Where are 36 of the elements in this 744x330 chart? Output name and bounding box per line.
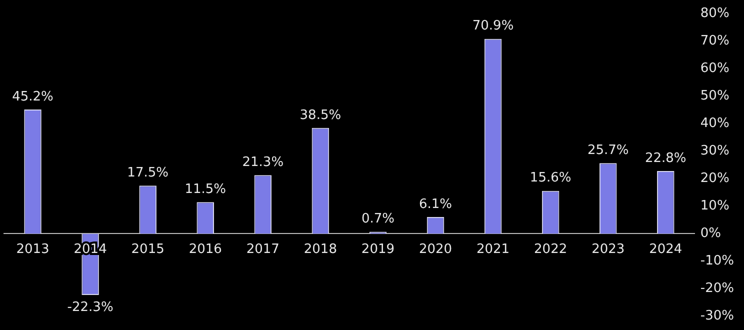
y-tick-label: 80% bbox=[700, 6, 730, 22]
y-tick-label: 60% bbox=[700, 61, 730, 76]
data-label: 17.5% bbox=[127, 165, 168, 180]
x-tick-label: 2015 bbox=[131, 242, 164, 257]
data-label: 22.8% bbox=[644, 150, 686, 166]
x-tick-label: 2013 bbox=[16, 242, 50, 257]
data-label: 0.7% bbox=[361, 212, 394, 227]
x-tick-label: 2021 bbox=[476, 242, 510, 257]
data-label: 45.2% bbox=[12, 89, 54, 104]
y-tick-label: 20% bbox=[700, 171, 730, 186]
data-label: 6.1% bbox=[418, 196, 452, 212]
x-tick-label: 2020 bbox=[418, 242, 452, 257]
x-tick-label: 2024 bbox=[649, 242, 682, 257]
data-label: 11.5% bbox=[184, 182, 226, 197]
x-tick-label: 2023 bbox=[592, 242, 625, 257]
y-tick-label: 70% bbox=[700, 34, 730, 49]
x-tick-label: 2016 bbox=[188, 242, 222, 257]
x-tick-label: 2014 bbox=[74, 242, 107, 257]
y-tick-label: -20% bbox=[700, 281, 734, 296]
x-tick-label: 2017 bbox=[246, 242, 280, 257]
y-tick-label: 0% bbox=[700, 226, 722, 242]
data-label: 38.5% bbox=[300, 108, 342, 123]
y-tick-label: 30% bbox=[700, 144, 730, 159]
y-tick-label: -30% bbox=[700, 308, 734, 324]
data-label: 25.7% bbox=[587, 142, 629, 158]
data-label: 21.3% bbox=[242, 155, 284, 170]
x-tick-label: 2019 bbox=[361, 242, 395, 257]
y-tick-label: 10% bbox=[700, 198, 730, 214]
data-label: -22.3% bbox=[67, 300, 114, 315]
y-tick-label: -10% bbox=[700, 254, 734, 269]
data-label: 70.9% bbox=[472, 18, 514, 34]
y-tick-label: 40% bbox=[700, 116, 730, 132]
data-label: 15.6% bbox=[530, 170, 572, 186]
x-tick-label: 2022 bbox=[534, 242, 568, 257]
x-tick-label: 2018 bbox=[304, 242, 337, 257]
y-tick-label: 50% bbox=[700, 88, 730, 104]
